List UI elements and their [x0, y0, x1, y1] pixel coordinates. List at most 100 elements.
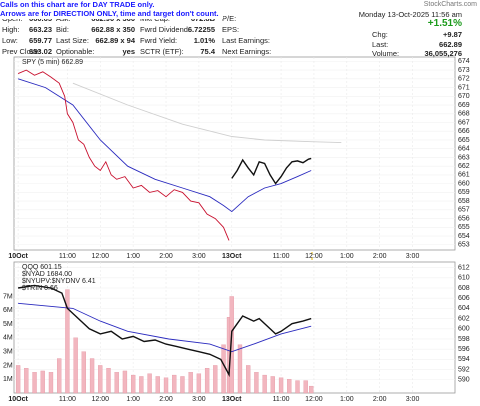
- x-tick-label: 12:00: [305, 253, 323, 260]
- y-tick-label: 671: [458, 84, 470, 91]
- volume-bar: [237, 344, 243, 394]
- field-label: Fwrd Yield:: [140, 36, 178, 45]
- field-value: 662.89 x 94: [95, 36, 135, 45]
- x-tick-label: 3:00: [406, 253, 420, 260]
- volume-bar: [73, 337, 78, 394]
- field-value: yes: [122, 47, 135, 56]
- y-tick-label: 653: [458, 242, 470, 249]
- x-tick-label: 2:00: [159, 253, 173, 260]
- indicator-label: $NYAD 1684.00: [22, 271, 72, 278]
- x-tick-label: 13Oct: [222, 396, 242, 403]
- y-tick-label: 592: [458, 366, 470, 373]
- y-tick-label: 656: [458, 215, 470, 222]
- y-tick-label: 610: [458, 275, 470, 282]
- y-tick-label: 598: [458, 336, 470, 343]
- y-tick-label: 663: [458, 154, 470, 161]
- quote-value: 36,055,276: [424, 49, 462, 58]
- field-value: 663.23: [29, 25, 52, 34]
- field-label: High:: [2, 25, 20, 34]
- notice: Arrows are for DIRECTION ONLY, time and …: [0, 9, 223, 19]
- indicator-label: $TRIN 0.66: [22, 285, 58, 292]
- series-line: [72, 82, 342, 144]
- volume-bar: [254, 372, 259, 394]
- volume-bar: [188, 372, 193, 394]
- field-label: Optionable:: [56, 47, 95, 56]
- volume-bar: [32, 372, 37, 394]
- volume-bar: [221, 344, 226, 394]
- x-tick-label: 12:00: [305, 396, 323, 403]
- y-tick-label: 604: [458, 305, 470, 312]
- volume-bar: [24, 368, 29, 394]
- field-value: 6.72255: [187, 25, 215, 34]
- x-tick-label: 3:00: [192, 396, 206, 403]
- volume-bar: [213, 365, 218, 394]
- volume-bar: [139, 376, 144, 394]
- quote-datetime: Monday 13-Oct-2025 11:56 am: [358, 10, 462, 19]
- x-tick-label: 1:00: [340, 253, 354, 260]
- x-tick-label: 1:00: [126, 396, 140, 403]
- y-tick-label: 673: [458, 67, 470, 74]
- volume-bar: [81, 351, 86, 394]
- y-tick-label: 590: [458, 377, 470, 384]
- quote-value: 662.89: [439, 39, 462, 49]
- series-line: [17, 69, 230, 241]
- volume-bar: [229, 296, 234, 394]
- y-tick-label: 668: [458, 111, 470, 118]
- y-tick-label: 608: [458, 285, 470, 292]
- volume-bar: [122, 370, 128, 394]
- y-tick-label: 670: [458, 93, 470, 100]
- x-tick-label: 12:00: [92, 253, 110, 260]
- y-tick-label: 664: [458, 146, 470, 153]
- y-tick-label: 602: [458, 315, 470, 322]
- field-label: Fwrd Dividend:: [140, 25, 191, 34]
- volume-bar: [114, 372, 119, 394]
- volume-bar: [287, 379, 292, 394]
- y-tick-label: 672: [458, 76, 470, 83]
- x-tick-label: 2:00: [373, 253, 387, 260]
- series-line: [18, 302, 312, 353]
- series-line: [231, 157, 312, 185]
- notice: Calls on this chart are for DAY TRADE on…: [0, 0, 159, 10]
- x-tick-label: 2:00: [159, 396, 173, 403]
- field-label: Last Size:: [56, 36, 89, 45]
- volume-bar: [246, 365, 251, 394]
- volume-bar: [303, 380, 308, 394]
- x-tick-label: 2:00: [373, 396, 387, 403]
- volume-bar: [65, 289, 70, 394]
- indicator-label: $NYUPV:$NYDNV 6.41: [22, 278, 96, 285]
- x-tick-label: 12:00: [92, 396, 110, 403]
- quote-label: Last:: [372, 39, 389, 49]
- y2-tick-label: 3M: [3, 348, 13, 355]
- volume-bar: [172, 374, 177, 394]
- field-value: 1.01%: [193, 36, 215, 45]
- y-tick-label: 674: [458, 58, 470, 65]
- y-tick-label: 655: [458, 224, 470, 231]
- y-tick-label: 594: [458, 356, 470, 363]
- volume-bar: [15, 365, 21, 394]
- x-tick-label: 11:00: [59, 396, 76, 403]
- volume-bar: [147, 373, 152, 394]
- field-value: 662.88 x 350: [91, 25, 135, 34]
- volume-bar: [89, 358, 95, 394]
- volume-bar: [295, 380, 300, 394]
- volume-bar: [40, 370, 45, 394]
- volume-bar: [196, 373, 202, 394]
- x-tick-label: 13Oct: [222, 253, 242, 260]
- y-tick-label: 658: [458, 198, 470, 205]
- field-label: Bid:: [56, 25, 69, 34]
- field-label: Prev Close:: [2, 47, 41, 56]
- y2-tick-label: 4M: [3, 335, 13, 342]
- y2-tick-label: 1M: [3, 376, 13, 383]
- field-value: 75.4: [200, 47, 215, 56]
- volume-bar: [106, 368, 111, 394]
- volume-bar: [57, 358, 62, 394]
- volume-bar: [278, 377, 284, 394]
- x-tick-label: 1:00: [126, 253, 140, 260]
- field-label: SCTR (ETF):: [140, 47, 184, 56]
- brand: StockCharts.com: [423, 1, 477, 8]
- field-label: Last Earnings:: [222, 36, 270, 45]
- y-tick-label: 662: [458, 163, 470, 170]
- chart-title: SPY (5 min) 662.89: [22, 59, 83, 66]
- volume-bar: [270, 376, 275, 394]
